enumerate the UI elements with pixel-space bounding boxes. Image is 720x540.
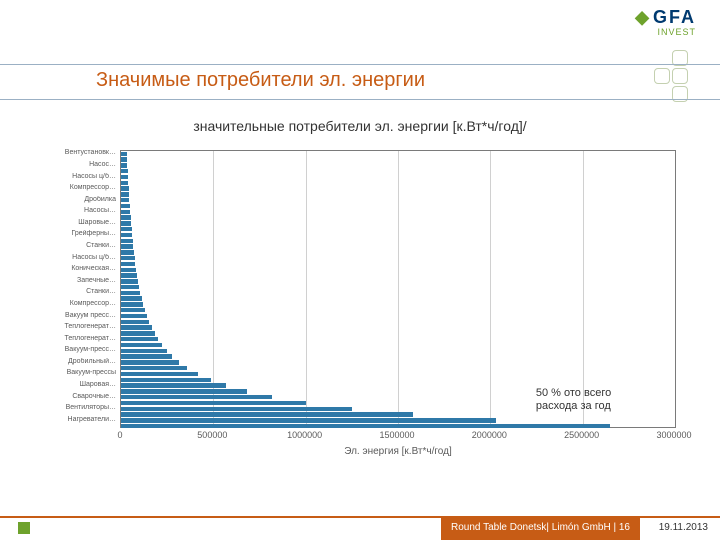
- bar: [121, 302, 143, 306]
- x-tick-label: 3000000: [656, 430, 691, 440]
- page-title: Значимые потребители эл. энергии: [96, 69, 425, 92]
- y-axis-labels: Вентустановк… Насос… Насосы ц/б… Компрессор…: [40, 150, 116, 428]
- footer-date: 19.11.2013: [659, 522, 708, 533]
- y-axis-label: Станки…: [40, 242, 116, 249]
- y-axis-label: Вентиляторы…: [40, 404, 116, 411]
- bar: [121, 198, 129, 202]
- y-axis-label: Дробильный…: [40, 358, 116, 365]
- y-axis-label: Насосы ц/б…: [40, 173, 116, 180]
- logo-accent-icon: ◆: [635, 7, 651, 27]
- bar: [121, 424, 610, 428]
- y-axis-label: Теплогенерат…: [40, 335, 116, 342]
- bar: [121, 181, 128, 185]
- bar: [121, 314, 147, 318]
- y-axis-label: Насосы…: [40, 207, 116, 214]
- y-axis-label: Вентустановк…: [40, 149, 116, 156]
- bar: [121, 221, 131, 225]
- y-axis-label: Вакуум пресс…: [40, 312, 116, 319]
- logo-text: ◆GFA: [635, 8, 696, 26]
- title-bar: Значимые потребители эл. энергии: [0, 64, 720, 100]
- bar: [121, 186, 129, 190]
- bar: [121, 412, 413, 416]
- bar: [121, 308, 145, 312]
- bar: [121, 360, 179, 364]
- bar: [121, 152, 127, 156]
- y-axis-label: Компрессор…: [40, 300, 116, 307]
- footer-band: Round Table Donetsk| Limón GmbH | 16: [441, 516, 640, 540]
- bar: [121, 389, 247, 393]
- bar: [121, 343, 162, 347]
- y-axis-label: Коническая…: [40, 265, 116, 272]
- x-axis-title: Эл. энергия [к.Вт*ч/год]: [120, 446, 676, 457]
- gridline: [306, 151, 307, 427]
- y-axis-label: Шаровая…: [40, 381, 116, 388]
- bar: [121, 320, 149, 324]
- bar: [121, 354, 172, 358]
- gridline: [583, 151, 584, 427]
- x-tick-label: 500000: [197, 430, 227, 440]
- y-axis-label: Насосы ц/б…: [40, 254, 116, 261]
- bar: [121, 372, 198, 376]
- bar: [121, 366, 187, 370]
- bar: [121, 395, 272, 399]
- chart-annotation: 50 % ото всего расхода за год: [536, 387, 646, 413]
- gridline: [490, 151, 491, 427]
- y-axis-label: Сварочные…: [40, 393, 116, 400]
- y-axis-label: Вакуум-прессы: [40, 369, 116, 376]
- y-axis-label: Станки…: [40, 288, 116, 295]
- bar: [121, 163, 127, 167]
- bar: [121, 349, 167, 353]
- footer-square-icon: [18, 522, 30, 534]
- y-axis-label: Дробилка: [40, 196, 116, 203]
- bar: [121, 279, 138, 283]
- bar: [121, 268, 136, 272]
- bar: [121, 285, 139, 289]
- bar: [121, 407, 352, 411]
- bar: [121, 169, 128, 173]
- bar: [121, 227, 132, 231]
- x-axis-ticks: 0500000100000015000002000000250000030000…: [120, 430, 676, 446]
- bar: [121, 256, 135, 260]
- y-axis-label: Вакуум-пресс…: [40, 346, 116, 353]
- bar: [121, 401, 306, 405]
- bar: [121, 262, 135, 266]
- bar: [121, 239, 133, 243]
- bar: [121, 325, 152, 329]
- bar: [121, 192, 129, 196]
- bar: [121, 296, 142, 300]
- bar: [121, 210, 130, 214]
- x-tick-label: 2500000: [564, 430, 599, 440]
- x-tick-label: 1000000: [287, 430, 322, 440]
- brand-logo: ◆GFA INVEST: [635, 8, 696, 37]
- bar: [121, 337, 158, 341]
- gridline: [398, 151, 399, 427]
- bar: [121, 331, 155, 335]
- y-axis-label: Компрессор…: [40, 184, 116, 191]
- bar: [121, 250, 134, 254]
- bar: [121, 233, 132, 237]
- bar: [121, 157, 127, 161]
- footer: Round Table Donetsk| Limón GmbH | 16 19.…: [0, 516, 720, 540]
- chart-area: Вентустановк… Насос… Насосы ц/б… Компрессор…: [40, 150, 680, 460]
- bar: [121, 418, 496, 422]
- bar: [121, 378, 211, 382]
- logo-subtext: INVEST: [635, 28, 696, 37]
- x-tick-label: 1500000: [379, 430, 414, 440]
- bar: [121, 215, 131, 219]
- y-axis-label: Запечные…: [40, 277, 116, 284]
- x-tick-label: 0: [117, 430, 122, 440]
- bar: [121, 244, 133, 248]
- bar: [121, 204, 130, 208]
- bar: [121, 175, 128, 179]
- bar: [121, 383, 226, 387]
- bar: [121, 291, 140, 295]
- y-axis-label: Нагреватели…: [40, 416, 116, 423]
- y-axis-label: Шаровые…: [40, 219, 116, 226]
- y-axis-label: Грейферны…: [40, 230, 116, 237]
- x-tick-label: 2000000: [472, 430, 507, 440]
- y-axis-label: Теплогенерат…: [40, 323, 116, 330]
- y-axis-label: Насос…: [40, 161, 116, 168]
- chart-title: значительные потребители эл. энергии [к.…: [0, 118, 720, 134]
- bar: [121, 273, 137, 277]
